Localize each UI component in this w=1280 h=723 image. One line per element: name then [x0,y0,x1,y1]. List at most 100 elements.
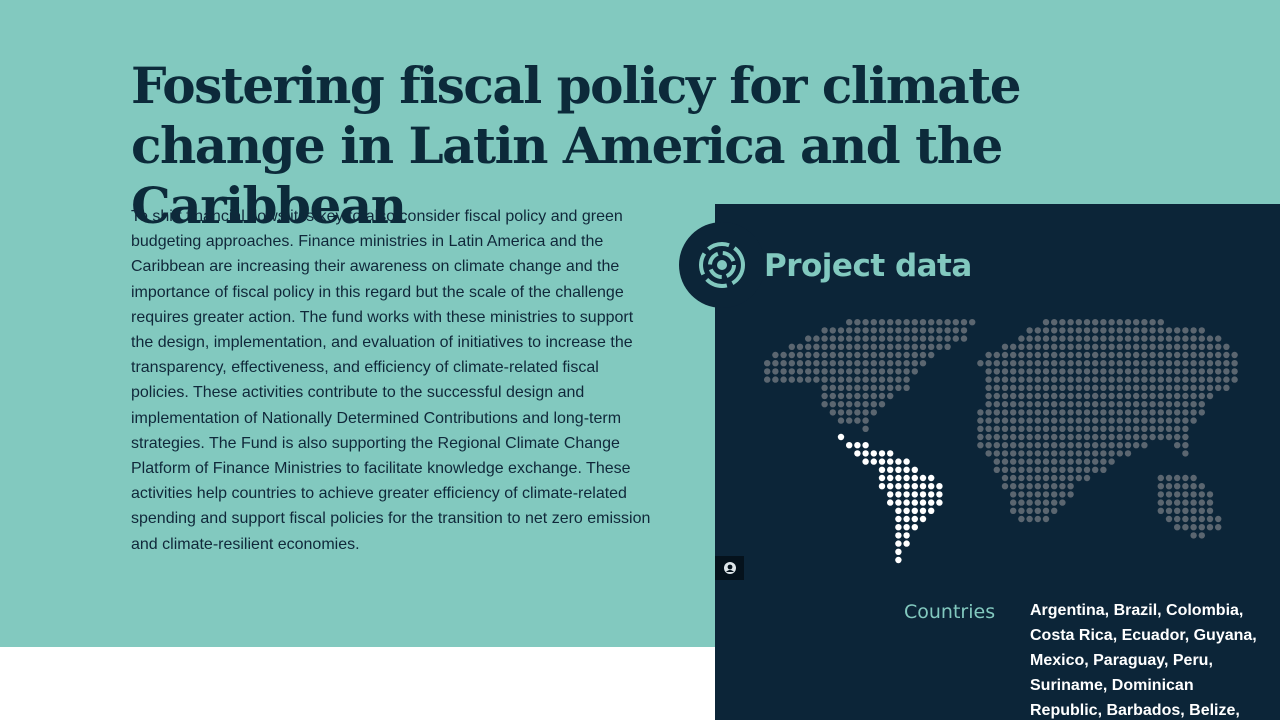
land-dot [1149,335,1156,342]
land-dot [1116,319,1123,326]
land-dot [1018,343,1025,350]
land-dot [1149,425,1156,432]
land-dot [985,417,992,424]
land-dot [1083,450,1091,457]
land-dot [1051,401,1058,408]
land-dot [1042,401,1050,408]
land-dot [1108,409,1115,416]
land-dot [837,401,845,408]
land-dot [1100,450,1107,457]
region-dot [895,556,902,564]
land-dot [878,319,886,326]
region-dot [903,458,910,465]
land-dot [837,368,845,375]
land-dot [1034,474,1041,482]
region-dot [895,499,902,506]
land-dot [854,360,861,367]
land-dot [780,351,787,359]
land-dot [1116,450,1123,457]
land-dot [1182,483,1189,490]
land-dot [772,376,779,383]
land-dot [1182,417,1189,424]
land-dot [1042,515,1050,523]
land-dot [993,433,1000,441]
land-dot [1165,401,1173,408]
land-dot [1075,392,1082,400]
land-dot [1190,368,1197,375]
land-dot [1190,507,1197,514]
land-dot [1018,384,1025,391]
land-dot [1231,360,1238,367]
land-dot [1149,351,1156,359]
land-dot [1059,474,1066,482]
land-dot [829,368,836,375]
land-dot [985,360,992,367]
land-dot [1100,458,1107,465]
land-dot [854,351,861,359]
land-dot [895,384,902,391]
land-dot [1124,368,1132,375]
land-dot [1206,343,1214,350]
countries-label: Countries [904,601,996,623]
land-dot [1083,335,1091,342]
land-dot [1092,384,1099,391]
land-dot [1026,433,1033,441]
land-dot [796,360,804,367]
land-dot [1034,327,1041,334]
land-dot [1018,335,1025,342]
land-dot [805,368,812,375]
land-dot [1116,442,1123,449]
land-dot [993,384,1000,391]
land-dot [854,392,861,400]
land-dot [1190,499,1197,506]
land-dot [1165,507,1173,514]
land-dot [1042,483,1050,490]
project-data-title: Project data [764,248,972,284]
land-dot [1141,401,1148,408]
land-dot [772,351,779,359]
land-dot [1042,327,1050,334]
land-dot [1141,376,1148,383]
land-dot [1133,327,1140,334]
land-dot [1100,384,1107,391]
land-dot [1051,450,1058,457]
land-dot [985,392,992,400]
land-dot [837,376,845,383]
land-dot [1034,417,1041,424]
land-dot [887,335,894,342]
world-dot-map [764,319,1238,564]
land-dot [1116,417,1123,424]
land-dot [1083,343,1091,350]
land-dot [1198,360,1205,367]
land-dot [764,368,771,375]
land-dot [1190,384,1197,391]
land-dot [1034,360,1041,367]
land-dot [1141,409,1148,416]
land-dot [1075,417,1082,424]
land-dot [1083,409,1091,416]
land-dot [944,327,951,334]
land-dot [837,351,845,359]
land-dot [829,360,836,367]
region-dot [870,450,877,457]
land-dot [1133,401,1140,408]
land-dot [870,401,877,408]
land-dot [1083,417,1091,424]
land-dot [1059,351,1066,359]
land-dot [1051,458,1058,465]
map-view-toggle[interactable] [715,556,744,580]
land-dot [919,360,927,367]
land-dot [821,343,828,350]
region-dot [887,499,894,506]
land-dot [1182,499,1189,506]
land-dot [846,392,853,400]
land-dot [1157,409,1164,416]
land-dot [1149,401,1156,408]
land-dot [1182,433,1189,441]
land-dot [813,343,820,350]
land-dot [837,409,845,416]
land-dot [1026,409,1033,416]
land-dot [1034,425,1041,432]
land-dot [870,368,877,375]
land-dot [1051,335,1058,342]
